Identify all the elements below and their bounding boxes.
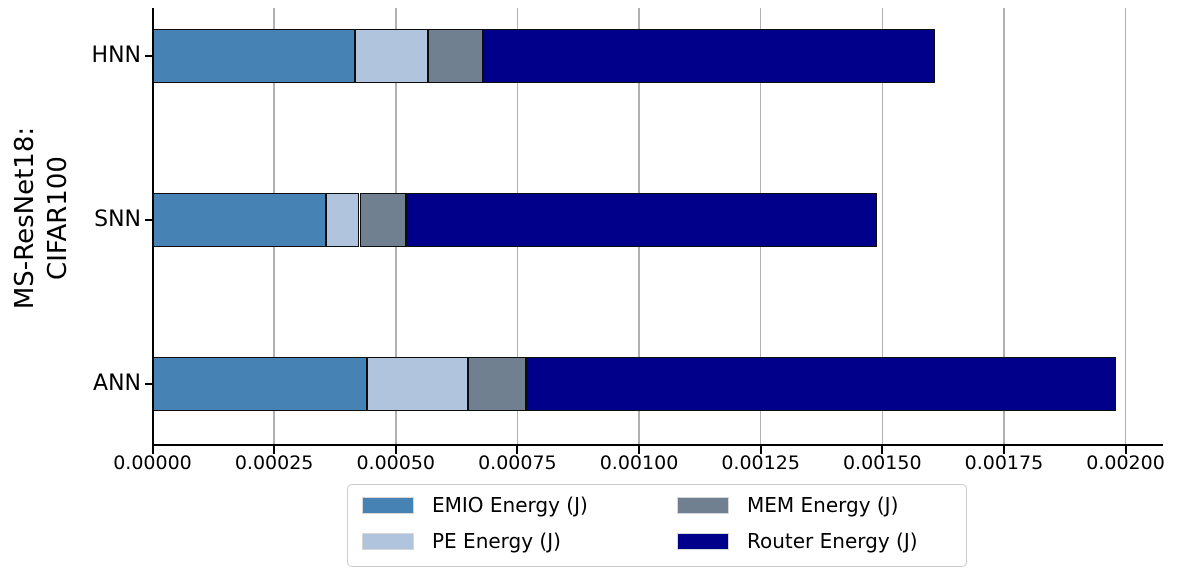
bar-segment-hnn-router (482, 29, 936, 83)
bar-segment-ann-emio (152, 357, 368, 411)
bar-segment-hnn-pe (354, 29, 429, 83)
x-tick-label-0.00075: 0.00075 (478, 452, 557, 474)
legend-item-pe: PE Energy (J) (362, 529, 677, 553)
bar-segment-ann-pe (367, 357, 468, 411)
legend-item-mem: MEM Energy (J) (677, 493, 918, 517)
x-axis-tick (1124, 446, 1127, 454)
x-tick-label-0.00025: 0.00025 (234, 452, 314, 474)
legend-swatch-emio (362, 496, 414, 514)
legend-column: MEM Energy (J) Router Energy (J) (677, 493, 918, 558)
x-axis-tick (881, 446, 884, 454)
gridline (1003, 8, 1005, 444)
x-axis-tick (151, 446, 154, 454)
y-axis-tick (144, 383, 153, 385)
legend-item-router: Router Energy (J) (677, 529, 918, 553)
x-tick-label-0.00175: 0.00175 (964, 452, 1044, 474)
y-tick-label-snn: SNN (94, 207, 141, 232)
legend-column: EMIO Energy (J) PE Energy (J) (362, 493, 677, 558)
legend-item-emio: EMIO Energy (J) (362, 493, 677, 517)
y-tick-label-ann: ANN (93, 371, 141, 396)
x-tick-label-0.00100: 0.00100 (599, 452, 679, 474)
legend-swatch-router (677, 532, 729, 550)
y-axis-tick (144, 219, 153, 221)
bar-segment-snn-emio (152, 193, 327, 247)
bar-segment-snn-router (406, 193, 878, 247)
y-axis-spine (151, 8, 154, 446)
x-axis-tick (759, 446, 762, 454)
bar-segment-snn-pe (326, 193, 360, 247)
legend-label: MEM Energy (J) (747, 493, 899, 517)
x-tick-label-0.00200: 0.00200 (1086, 452, 1165, 474)
x-tick-label-0.00000: 0.00000 (113, 452, 192, 474)
legend-label: Router Energy (J) (747, 529, 918, 553)
x-tick-label-0.00050: 0.00050 (356, 452, 436, 474)
x-axis-tick (273, 446, 276, 454)
bar-segment-ann-router (526, 357, 1116, 411)
bar-segment-hnn-emio (152, 29, 355, 83)
x-axis-spine (151, 444, 1163, 446)
legend-swatch-mem (677, 496, 729, 514)
legend-label: PE Energy (J) (432, 529, 561, 553)
x-axis-tick (394, 446, 397, 454)
x-axis-tick (638, 446, 641, 454)
legend: EMIO Energy (J) PE Energy (J) MEM Energy (… (347, 484, 967, 567)
x-tick-label-0.00125: 0.00125 (721, 452, 800, 474)
bar-segment-hnn-mem (428, 29, 483, 83)
legend-swatch-pe (362, 532, 414, 550)
x-axis-tick (1002, 446, 1005, 454)
y-axis-tick (144, 55, 153, 57)
bar-segment-snn-mem (359, 193, 407, 247)
gridline (1124, 8, 1127, 444)
gridline (881, 8, 884, 444)
x-axis-tick (516, 446, 519, 454)
bar-segment-ann-mem (467, 357, 527, 411)
y-tick-label-hnn: HNN (91, 43, 141, 68)
x-tick-label-0.00150: 0.00150 (842, 452, 922, 474)
legend-label: EMIO Energy (J) (432, 493, 588, 517)
